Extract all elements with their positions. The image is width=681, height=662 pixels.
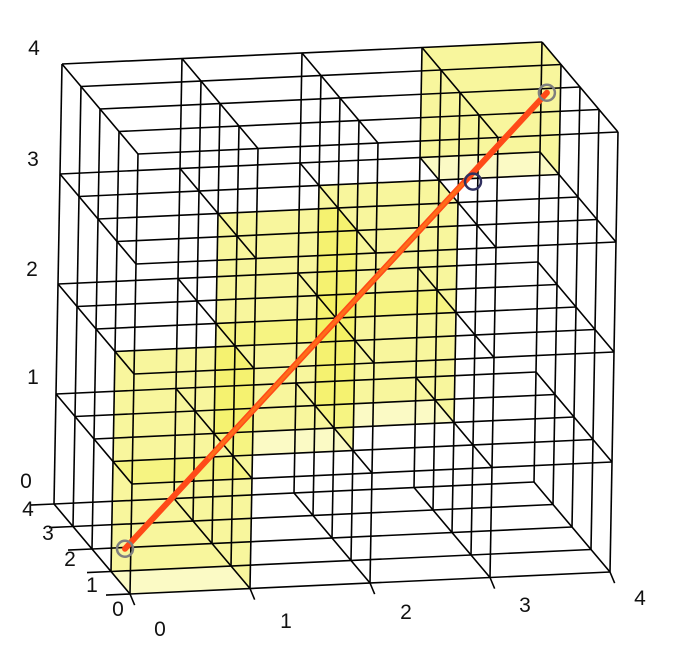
grid-line: [86, 570, 112, 574]
voxel-face: [113, 456, 252, 484]
grid-line: [369, 582, 376, 595]
voxel-face: [435, 290, 456, 423]
grid-line: [173, 58, 183, 499]
grid-line: [110, 131, 120, 572]
voxel-cell: [113, 346, 254, 484]
x-tick-0: 0: [154, 618, 166, 641]
voxel-face: [214, 318, 336, 434]
x-axis-labels: 0 1 2 3 4: [154, 587, 646, 641]
grid-line: [48, 525, 74, 529]
z-tick-3: 3: [27, 148, 39, 171]
grid-line: [609, 131, 619, 573]
ray-highlight: [207, 182, 465, 460]
x-tick-1: 1: [280, 610, 292, 633]
grid-line: [350, 120, 360, 561]
grid-line: [369, 142, 379, 584]
y-tick-4: 4: [22, 498, 34, 521]
voxel-cell: [315, 290, 456, 428]
z-tick-4: 4: [28, 37, 40, 60]
voxel-cell: [214, 318, 355, 456]
grid-line: [249, 148, 259, 589]
grid-lines: [29, 41, 619, 606]
y-tick-1: 1: [86, 574, 98, 597]
voxel-face: [218, 208, 357, 236]
voxel-face: [216, 208, 338, 324]
voxel-face: [111, 461, 132, 594]
grid-line: [552, 64, 562, 505]
voxel-face: [216, 213, 237, 346]
voxel-face: [233, 346, 254, 479]
grid-line: [53, 63, 63, 505]
grid-line: [293, 52, 303, 494]
grid-line: [590, 109, 600, 550]
z-tick-0: 0: [20, 470, 32, 493]
voxel-face: [422, 42, 561, 70]
grid-line: [91, 108, 101, 550]
grid-line: [67, 548, 93, 551]
voxel-cell: [420, 42, 561, 180]
intersection-marker: [115, 539, 135, 558]
voxel-face: [132, 368, 254, 484]
voxel-face: [233, 340, 355, 456]
voxel-cell: [111, 456, 252, 594]
grid-line: [489, 137, 499, 578]
voxel-face: [540, 42, 561, 175]
grid-line: [413, 47, 423, 488]
x-tick-3: 3: [519, 594, 531, 617]
voxel-face: [317, 290, 456, 318]
voxel-face: [235, 230, 357, 346]
ray-path: [122, 89, 550, 552]
grid-line: [230, 125, 240, 567]
grid-line: [312, 75, 322, 516]
z-tick-2: 2: [26, 258, 38, 281]
grid-line: [129, 153, 139, 595]
voxel-face: [334, 318, 355, 451]
intersection-marker: [463, 172, 483, 191]
grid-line: [609, 571, 616, 584]
intersection-markers: [115, 83, 557, 558]
voxel-face: [437, 180, 458, 313]
voxel-face: [319, 180, 458, 208]
grid-line: [211, 103, 221, 544]
voxel-cell: [216, 208, 357, 346]
grid-line: [489, 577, 496, 589]
grid-line: [29, 503, 55, 506]
voxel-face: [115, 346, 254, 374]
x-tick-4: 4: [634, 587, 646, 610]
voxel-face: [420, 47, 441, 180]
x-tick-2: 2: [400, 601, 412, 624]
grid-line: [72, 86, 82, 527]
voxel-face: [317, 185, 338, 318]
y-axis-labels: 0 1 2 3 4: [22, 498, 124, 621]
voxel-face: [315, 290, 437, 406]
y-tick-3: 3: [42, 522, 54, 545]
voxel-face: [113, 351, 134, 484]
z-axis-labels: 0 1 2 3 4: [20, 37, 40, 493]
voxel-face: [214, 323, 235, 456]
grid-line: [533, 41, 543, 483]
y-tick-2: 2: [64, 548, 76, 571]
grid-line: [129, 593, 136, 606]
voxel-face: [231, 456, 252, 589]
voxel-face: [334, 312, 456, 428]
grid-line: [249, 588, 256, 600]
intersection-marker: [537, 83, 557, 102]
grid-line: [451, 92, 461, 533]
grid-line: [432, 69, 442, 511]
voxel-face: [111, 456, 233, 572]
voxel-face: [317, 180, 439, 296]
traversed-voxels: [111, 42, 561, 594]
grid-line: [571, 86, 581, 528]
y-tick-0: 0: [112, 598, 124, 621]
voxel-face: [113, 346, 235, 462]
voxel-face: [439, 64, 561, 180]
grid-line: [192, 80, 202, 522]
grid-line: [105, 593, 131, 596]
z-tick-1: 1: [27, 366, 39, 389]
